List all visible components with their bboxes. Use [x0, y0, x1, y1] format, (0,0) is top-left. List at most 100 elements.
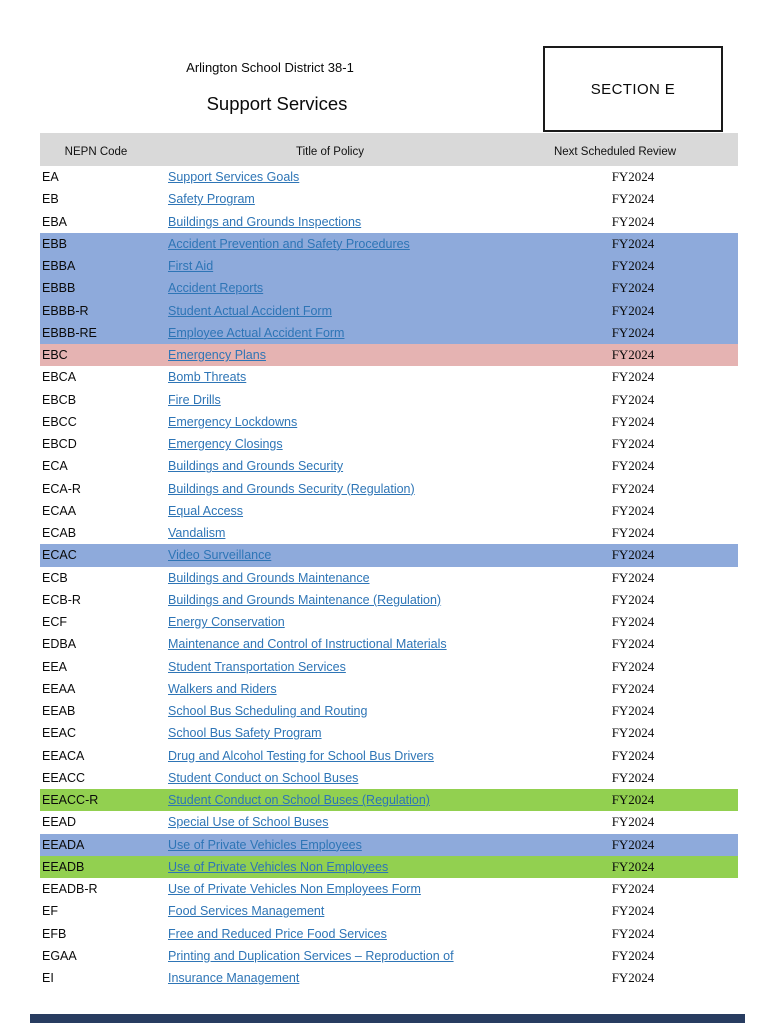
table-row: EBBA First Aid FY2024	[40, 255, 738, 278]
policy-link[interactable]: Bomb Threats	[168, 370, 247, 385]
review-cell: FY2024	[611, 569, 655, 585]
policy-link[interactable]: Fire Drills	[168, 392, 221, 407]
policy-link[interactable]: Buildings and Grounds Security	[168, 459, 344, 474]
policy-title-cell: Printing and Duplication Services – Repr…	[168, 947, 528, 965]
nepn-code: EGAA	[42, 948, 77, 963]
table-row: ECA-R Buildings and Grounds Security (Reg…	[40, 478, 738, 500]
policy-link[interactable]: Insurance Management	[168, 971, 300, 986]
review-cell: FY2024	[611, 347, 655, 363]
review-cell: FY2024	[611, 413, 655, 429]
table-row: EBCC Emergency Lockdowns FY2024	[40, 411, 738, 433]
review-cell: FY2024	[611, 858, 655, 874]
review-cell: FY2024	[611, 769, 655, 785]
policy-title-cell: Food Services Management	[168, 902, 528, 920]
policy-link[interactable]: Walkers and Riders	[168, 681, 277, 696]
policy-link[interactable]: Buildings and Grounds Maintenance (Regul…	[168, 592, 442, 607]
review-cell: FY2024	[611, 747, 655, 763]
policy-link[interactable]: Accident Reports	[168, 281, 264, 296]
nepn-code: EA	[42, 170, 59, 185]
table-row: EEAD Special Use of School Buses FY2024	[40, 811, 738, 833]
review-cell: FY2024	[611, 191, 655, 207]
policy-title-cell: Walkers and Riders	[168, 680, 528, 698]
table-row: EFB Free and Reduced Price Food Services F…	[40, 923, 738, 945]
policy-title-cell: Drug and Alcohol Testing for School Bus …	[168, 747, 528, 765]
review-cell: FY2024	[611, 324, 655, 340]
policy-link[interactable]: Use of Private Vehicles Employees	[168, 837, 362, 852]
review-cell: FY2024	[611, 792, 655, 808]
review-cell: FY2024	[611, 703, 655, 719]
policy-link[interactable]: Support Services Goals	[168, 170, 300, 185]
table-row: EF Food Services Management FY2024	[40, 900, 738, 922]
table-row: ECAC Video Surveillance FY2024	[40, 544, 738, 567]
table-row: EEAC School Bus Safety Program FY2024	[40, 722, 738, 744]
policy-link[interactable]: Printing and Duplication Services – Repr…	[168, 948, 454, 963]
nepn-code: EBBB-R	[42, 303, 89, 318]
policy-link[interactable]: Safety Program	[168, 192, 255, 207]
policy-title-cell: School Bus Scheduling and Routing	[168, 702, 528, 720]
table-row: EEADB-R Use of Private Vehicles Non Emplo…	[40, 878, 738, 900]
policy-title-cell: Student Transportation Services	[168, 658, 528, 676]
table-row: EBBB-R Student Actual Accident Form FY2024	[40, 299, 738, 322]
review-cell: FY2024	[611, 480, 655, 496]
policy-link[interactable]: School Bus Safety Program	[168, 726, 322, 741]
nepn-code: EEADB-R	[42, 882, 98, 897]
policy-link[interactable]: First Aid	[168, 259, 214, 274]
policy-link[interactable]: Emergency Lockdowns	[168, 414, 298, 429]
table-row: ECAA Equal Access FY2024	[40, 500, 738, 522]
table-row: EEACC-R Student Conduct on School Buses (…	[40, 789, 738, 812]
policy-link[interactable]: Energy Conservation	[168, 615, 285, 630]
nepn-code: EBCC	[42, 414, 77, 429]
review-cell: FY2024	[611, 280, 655, 296]
policy-title-cell: Emergency Closings	[168, 435, 528, 453]
policy-link[interactable]: Use of Private Vehicles Non Employees	[168, 859, 389, 874]
table-row: EBBB-RE Employee Actual Accident Form FY20…	[40, 321, 738, 344]
policy-link[interactable]: Student Conduct on School Buses (Regulat…	[168, 793, 430, 808]
policy-link[interactable]: Emergency Plans	[168, 348, 266, 363]
next-section-band	[30, 1014, 745, 1023]
policy-link[interactable]: School Bus Scheduling and Routing	[168, 704, 368, 719]
policy-link[interactable]: Equal Access	[168, 503, 244, 518]
nepn-code: EEACA	[42, 748, 85, 763]
policy-link[interactable]: Buildings and Grounds Security (Regulati…	[168, 481, 415, 496]
review-cell: FY2024	[611, 391, 655, 407]
policy-title-cell: Use of Private Vehicles Non Employees	[168, 858, 528, 876]
policy-link[interactable]: Student Actual Accident Form	[168, 303, 332, 318]
policy-title-cell: Bomb Threats	[168, 368, 528, 386]
policy-link[interactable]: Employee Actual Accident Form	[168, 325, 345, 340]
policy-link[interactable]: Video Surveillance	[168, 548, 272, 563]
nepn-code: ECA-R	[42, 481, 81, 496]
nepn-code: ECAB	[42, 526, 77, 541]
review-cell: FY2024	[611, 458, 655, 474]
policy-title-cell: Vandalism	[168, 524, 528, 542]
nepn-code: EBCA	[42, 370, 77, 385]
policy-title-cell: Buildings and Grounds Security	[168, 457, 528, 475]
nepn-code: EBBB	[42, 281, 76, 296]
table-row: EGAA Printing and Duplication Services – …	[40, 945, 738, 967]
nepn-code: EB	[42, 192, 59, 207]
policy-link[interactable]: Special Use of School Buses	[168, 815, 329, 830]
policy-link[interactable]: Use of Private Vehicles Non Employees Fo…	[168, 882, 421, 897]
policy-link[interactable]: Vandalism	[168, 526, 226, 541]
policy-title-cell: Energy Conservation	[168, 613, 528, 631]
table-row: EBCB Fire Drills FY2024	[40, 389, 738, 411]
table-row: EI Insurance Management FY2024	[40, 967, 738, 989]
review-cell: FY2024	[611, 925, 655, 941]
policy-link[interactable]: Food Services Management	[168, 904, 325, 919]
policy-link[interactable]: Buildings and Grounds Maintenance	[168, 570, 370, 585]
policy-link[interactable]: Accident Prevention and Safety Procedure…	[168, 236, 410, 251]
policy-title-cell: Maintenance and Control of Instructional…	[168, 635, 528, 653]
nepn-code: EBBA	[42, 259, 76, 274]
policy-title-cell: Safety Program	[168, 190, 528, 208]
table-row: EBCA Bomb Threats FY2024	[40, 366, 738, 388]
policy-link[interactable]: Emergency Closings	[168, 437, 283, 452]
policy-link[interactable]: Student Transportation Services	[168, 659, 346, 674]
policy-link[interactable]: Buildings and Grounds Inspections	[168, 214, 362, 229]
policy-title-cell: Emergency Plans	[168, 346, 528, 364]
policy-link[interactable]: Drug and Alcohol Testing for School Bus …	[168, 748, 434, 763]
policy-link[interactable]: Free and Reduced Price Food Services	[168, 926, 387, 941]
nepn-code: ECB	[42, 570, 68, 585]
policy-link[interactable]: Student Conduct on School Buses	[168, 770, 359, 785]
table-row: ECF Energy Conservation FY2024	[40, 611, 738, 633]
nepn-code: EF	[42, 904, 58, 919]
policy-link[interactable]: Maintenance and Control of Instructional…	[168, 637, 447, 652]
